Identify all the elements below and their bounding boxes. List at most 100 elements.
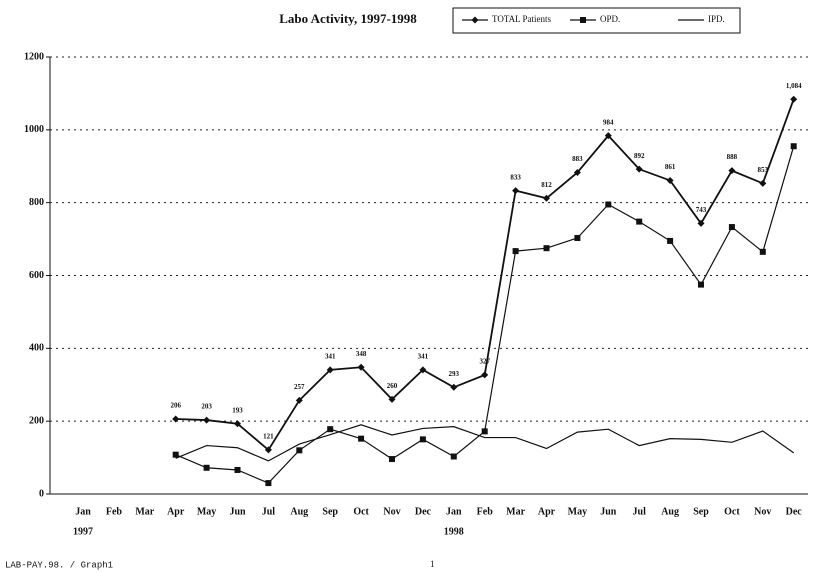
marker [759, 248, 766, 255]
legend-label: IPD. [708, 14, 725, 24]
data-label: 348 [356, 350, 367, 358]
marker [728, 224, 735, 231]
year-label: 1997 [73, 526, 93, 537]
year-label: 1998 [444, 526, 464, 537]
x-tick-label: Jun [600, 506, 617, 517]
marker [573, 168, 581, 176]
marker [635, 165, 643, 173]
marker [203, 416, 211, 424]
marker [728, 167, 736, 175]
marker [512, 248, 519, 255]
data-label: 1,084 [786, 82, 802, 90]
marker [698, 281, 704, 288]
chart-title: Labo Activity, 1997-1998 [279, 11, 417, 26]
marker [327, 426, 334, 433]
marker [296, 447, 303, 454]
marker [481, 428, 488, 435]
marker [666, 176, 674, 184]
data-label: 861 [665, 163, 676, 171]
marker [234, 466, 241, 473]
marker [419, 366, 427, 374]
marker [636, 218, 643, 225]
data-label: 121 [263, 433, 274, 441]
data-label: 888 [727, 153, 738, 161]
marker [574, 234, 581, 241]
x-tick-label: Feb [106, 506, 123, 517]
marker [358, 435, 365, 442]
x-tick-label: Jul [262, 506, 276, 517]
marker [326, 366, 334, 374]
marker [450, 453, 457, 460]
y-tick-label: 200 [29, 415, 44, 426]
series-line [175, 424, 795, 462]
x-tick-label: Oct [353, 506, 369, 517]
marker [471, 16, 479, 24]
legend-label: TOTAL Patients [492, 14, 552, 24]
marker [790, 143, 797, 150]
marker [450, 383, 458, 391]
legend-box [452, 7, 741, 34]
data-label: 327 [479, 358, 490, 366]
y-tick-label: 1000 [24, 124, 44, 135]
x-tick-label: Mar [135, 506, 154, 517]
data-label: 341 [325, 352, 336, 360]
x-tick-label: Mar [506, 506, 525, 517]
marker [667, 237, 674, 244]
x-tick-label: Oct [724, 506, 740, 517]
marker [543, 245, 550, 252]
x-tick-label: Nov [754, 506, 771, 517]
marker [790, 95, 798, 103]
marker [543, 194, 550, 202]
footer-left: LAB-PAY.98. / Graph1 [5, 560, 113, 570]
x-tick-label: Sep [693, 506, 709, 517]
x-tick-label: Nov [383, 506, 400, 517]
marker [203, 464, 210, 471]
x-tick-label: Apr [167, 506, 185, 517]
data-label: 203 [201, 403, 212, 411]
data-label: 743 [696, 206, 707, 214]
marker [389, 456, 395, 463]
marker [295, 396, 303, 404]
y-tick-label: 600 [29, 270, 44, 281]
data-label: 892 [634, 152, 645, 160]
data-label: 984 [603, 118, 614, 126]
marker [604, 132, 612, 140]
marker [388, 395, 396, 403]
data-label: 883 [572, 155, 583, 163]
data-label: 833 [510, 173, 521, 181]
x-tick-label: Aug [290, 506, 308, 517]
marker [697, 219, 705, 227]
y-tick-label: 0 [39, 488, 44, 499]
data-label: 257 [294, 383, 305, 391]
marker [605, 201, 612, 208]
y-tick-label: 1200 [24, 51, 44, 62]
x-tick-label: Jun [229, 506, 246, 517]
marker [481, 371, 489, 379]
x-tick-label: Apr [538, 506, 556, 517]
x-tick-label: Jul [633, 506, 647, 517]
data-label: 812 [541, 181, 552, 189]
marker [264, 446, 272, 454]
data-label: 206 [170, 402, 181, 410]
marker [234, 420, 241, 428]
marker [357, 363, 365, 371]
marker [580, 17, 586, 23]
data-label: 853 [758, 166, 769, 174]
x-tick-label: Feb [477, 506, 494, 517]
x-tick-label: Jan [446, 506, 462, 517]
x-tick-label: Sep [322, 506, 338, 517]
x-tick-label: May [197, 506, 216, 517]
marker [172, 415, 180, 423]
data-label: 193 [232, 406, 243, 414]
series-line [175, 98, 795, 452]
marker [265, 480, 272, 487]
data-label: 341 [418, 352, 429, 360]
x-tick-label: Jan [75, 506, 91, 517]
footer-center: 1 [430, 559, 435, 569]
marker [419, 436, 426, 443]
x-tick-label: May [568, 506, 587, 517]
marker [512, 187, 520, 195]
legend-label: OPD. [600, 14, 620, 24]
